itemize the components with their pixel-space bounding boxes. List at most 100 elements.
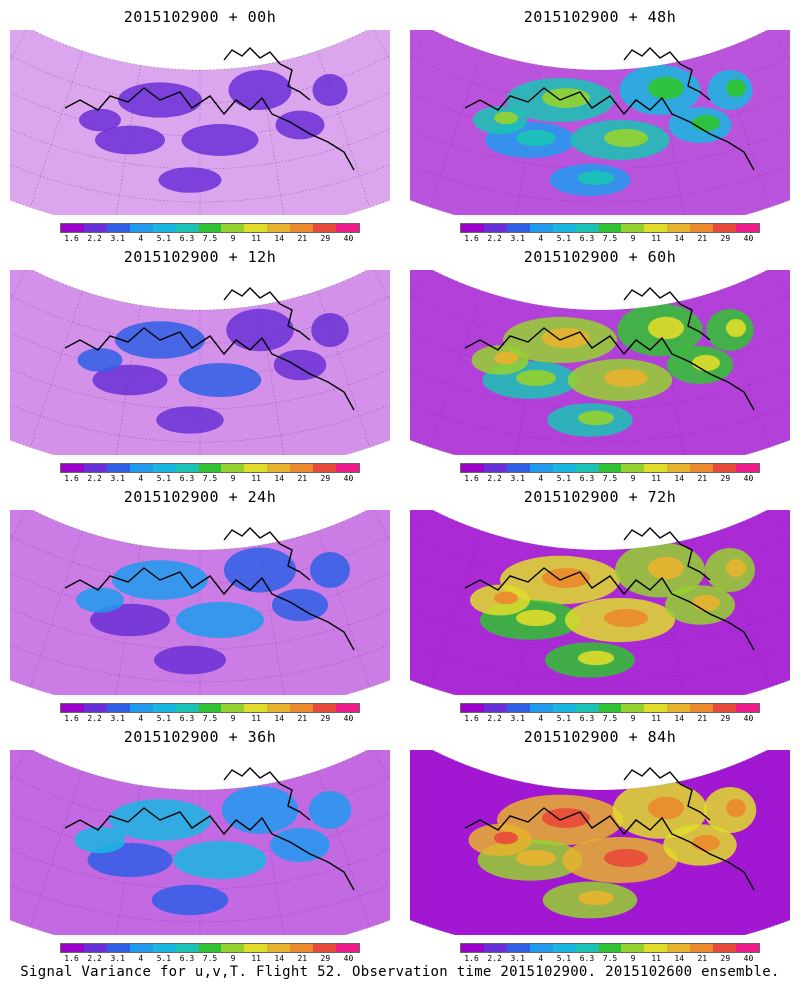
colorbar-tick-label: 1.6 — [464, 954, 479, 963]
colorbar-swatch — [461, 464, 484, 472]
colorbar — [460, 943, 760, 953]
colorbar-tick-label: 14 — [674, 234, 685, 243]
colorbar-tick-label: 5.1 — [556, 234, 572, 243]
colorbar-swatch — [244, 224, 268, 232]
colorbar-tick-label: 2.2 — [87, 954, 102, 963]
colorbar-tick-label: 5.1 — [156, 234, 172, 243]
colorbar-swatch — [106, 464, 130, 472]
colorbar-tick-label: 5.1 — [556, 714, 572, 723]
coastline — [464, 767, 755, 891]
colorbar-swatch — [129, 224, 153, 232]
colorbar-tick-label: 14 — [274, 234, 285, 243]
colorbar-ticks: 1.6 2.2 3.1 4 5.1 6.3 7.5 9 11 14 21 29 40 — [460, 234, 760, 244]
colorbar-swatch — [152, 704, 176, 712]
panel-title: 2015102900 + 84h — [523, 728, 677, 746]
colorbar-tick-label: 3.1 — [110, 954, 125, 963]
forecast-panel: 2015102900 + 84h 1.6 2.2 3.1 4 5.1 6.3 7.5 9 11 14… — [400, 720, 800, 963]
colorbar-swatch — [621, 464, 645, 472]
forecast-panel: 2015102900 + 24h 1.6 2.2 3.1 4 5.1 6.3 7.5 9 11 14… — [0, 480, 400, 723]
variance-map — [410, 30, 790, 215]
colorbar-tick-label: 21 — [297, 474, 308, 483]
colorbar-swatch — [483, 704, 507, 712]
colorbar-tick-label: 11 — [251, 234, 261, 243]
colorbar-tick-label: 1.6 — [464, 714, 479, 723]
colorbar-swatch — [690, 704, 714, 712]
colorbar-swatch — [313, 464, 337, 472]
colorbar-tick-label: 6.3 — [179, 234, 195, 243]
colorbar-swatch — [736, 464, 759, 472]
colorbar-tick-label: 40 — [343, 474, 354, 483]
colorbar-tick-label: 40 — [343, 714, 354, 723]
panel-title: 2015102900 + 12h — [123, 248, 277, 266]
colorbar-swatch — [83, 224, 107, 232]
colorbar-tick-label: 5.1 — [556, 474, 572, 483]
colorbar-swatch — [313, 944, 337, 952]
colorbar-tick-label: 7.5 — [602, 234, 618, 243]
coastline — [64, 47, 355, 171]
colorbar-swatch — [198, 464, 222, 472]
colorbar-tick-label: 2.2 — [87, 474, 102, 483]
colorbar-tick-label: 21 — [697, 234, 708, 243]
colorbar-tick-label: 6.3 — [179, 954, 195, 963]
colorbar-swatch — [667, 704, 691, 712]
forecast-panel: 2015102900 + 00h 1.6 2.2 3.1 4 5.1 6.3 7.5 9 11 14… — [0, 0, 400, 243]
colorbar-tick-label: 1.6 — [64, 954, 79, 963]
colorbar-tick-label: 4 — [538, 954, 544, 963]
colorbar-tick-label: 9 — [630, 954, 636, 963]
colorbar-tick-label: 4 — [538, 474, 544, 483]
colorbar-swatch — [106, 224, 130, 232]
colorbar-swatch — [129, 464, 153, 472]
colorbar-tick-label: 1.6 — [464, 474, 479, 483]
panel-title: 2015102900 + 48h — [523, 8, 677, 26]
colorbar — [460, 223, 760, 233]
colorbar-tick-label: 2.2 — [87, 714, 102, 723]
colorbar-swatch — [667, 224, 691, 232]
colorbar-swatch — [106, 944, 130, 952]
colorbar-swatch — [129, 944, 153, 952]
panel-title: 2015102900 + 60h — [523, 248, 677, 266]
colorbar-tick-label: 1.6 — [464, 234, 479, 243]
colorbar-tick-label: 40 — [743, 954, 754, 963]
colorbar-swatch — [667, 464, 691, 472]
colorbar-tick-label: 11 — [251, 714, 261, 723]
colorbar-swatch — [129, 704, 153, 712]
panel-title: 2015102900 + 24h — [123, 488, 277, 506]
colorbar — [60, 463, 360, 473]
colorbar-swatch — [61, 704, 84, 712]
variance-map — [410, 270, 790, 455]
colorbar-swatch — [221, 464, 245, 472]
colorbar-tick-label: 21 — [297, 714, 308, 723]
colorbar-tick-label: 6.3 — [579, 234, 595, 243]
colorbar-tick-label: 5.1 — [556, 954, 572, 963]
panel-title: 2015102900 + 00h — [123, 8, 277, 26]
colorbar-tick-label: 4 — [138, 954, 144, 963]
colorbar — [460, 463, 760, 473]
colorbar-ticks: 1.6 2.2 3.1 4 5.1 6.3 7.5 9 11 14 21 29 40 — [60, 714, 360, 724]
colorbar-tick-label: 11 — [251, 954, 261, 963]
colorbar — [460, 703, 760, 713]
colorbar-swatch — [290, 464, 314, 472]
colorbar-tick-label: 5.1 — [156, 474, 172, 483]
colorbar-tick-label: 4 — [138, 474, 144, 483]
colorbar-tick-label: 14 — [674, 714, 685, 723]
colorbar-tick-label: 1.6 — [64, 234, 79, 243]
colorbar-tick-label: 29 — [320, 954, 331, 963]
colorbar-tick-label: 5.1 — [156, 714, 172, 723]
colorbar-swatch — [575, 464, 599, 472]
colorbar-swatch — [667, 944, 691, 952]
variance-map — [10, 30, 390, 215]
colorbar-tick-label: 7.5 — [202, 954, 218, 963]
colorbar-swatch — [267, 704, 291, 712]
colorbar-tick-label: 14 — [674, 474, 685, 483]
colorbar-swatch — [461, 224, 484, 232]
colorbar-tick-label: 29 — [720, 714, 731, 723]
colorbar-tick-label: 14 — [274, 474, 285, 483]
colorbar-tick-label: 21 — [297, 954, 308, 963]
colorbar-swatch — [290, 704, 314, 712]
colorbar-swatch — [736, 704, 759, 712]
colorbar-tick-label: 5.1 — [156, 954, 172, 963]
colorbar-tick-label: 1.6 — [64, 474, 79, 483]
colorbar-tick-label: 9 — [630, 234, 636, 243]
colorbar-ticks: 1.6 2.2 3.1 4 5.1 6.3 7.5 9 11 14 21 29 40 — [60, 954, 360, 964]
variance-map — [410, 750, 790, 935]
